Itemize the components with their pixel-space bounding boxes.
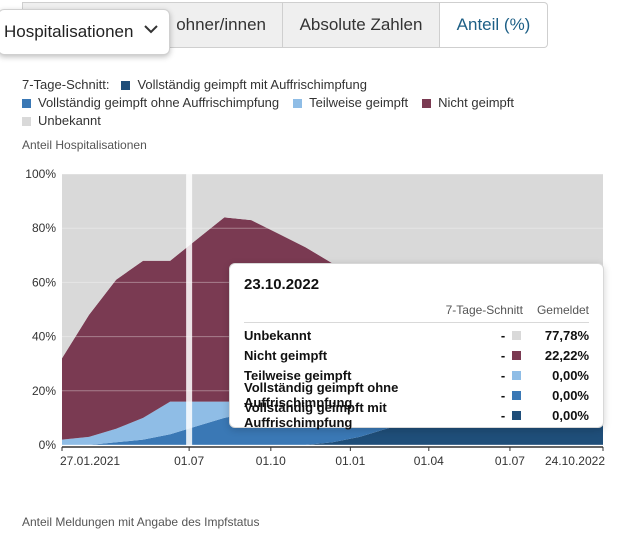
tooltip-row-avg: - xyxy=(500,327,506,343)
tooltip-date: 23.10.2022 xyxy=(244,276,320,293)
tooltip-col-avg: 7-Tage-Schnitt xyxy=(445,303,523,317)
tooltip-row-avg: - xyxy=(500,367,506,383)
y-tick-label: 40% xyxy=(32,330,56,344)
legend-item-unvaccinated[interactable]: Nicht geimpft xyxy=(422,94,514,112)
area-series-1 xyxy=(62,396,603,445)
toggle-absolute-label: Absolute Zahlen xyxy=(299,15,423,34)
y-tick-label: 0% xyxy=(39,438,57,452)
tooltip-col-reported: Gemeldet xyxy=(536,303,589,317)
area-series-4 xyxy=(62,174,603,359)
tooltip-row: Unbekannt - 77,78% xyxy=(244,325,589,345)
x-tick-label: 01.04 xyxy=(414,454,444,468)
toggle-absolute[interactable]: Absolute Zahlen xyxy=(283,2,440,48)
legend-item-unknown[interactable]: Unbekannt xyxy=(22,112,101,130)
tooltip-row-avg: - xyxy=(500,407,506,423)
chart-legend: 7-Tage-Schnitt: Vollständig geimpft mit … xyxy=(22,76,622,130)
legend-swatch xyxy=(293,98,303,108)
y-tick-label: 100% xyxy=(25,167,56,181)
tooltip-row-value: 0,00% xyxy=(552,407,589,423)
tooltip-row-value: 77,78% xyxy=(544,327,589,343)
tooltip-row-swatch xyxy=(512,350,521,360)
tooltip-row-label: Vollständig geimpft ohne Auffrischimpfun… xyxy=(244,380,399,410)
toggle-share-label: Anteil (%) xyxy=(456,15,531,34)
tooltip-row-label: Vollständig geimpft mit Auffrischimpfung xyxy=(244,400,387,430)
x-tick-label: 01.07 xyxy=(174,454,204,468)
footer-note: Anteil Meldungen mit Angabe des Impfstat… xyxy=(22,515,260,529)
category-dropdown[interactable]: Hospitalisationen xyxy=(0,9,170,55)
tooltip-row: Nicht geimpft - 22,22% xyxy=(244,345,589,365)
legend-item-full[interactable]: Vollständig geimpft ohne Auffrischimpfun… xyxy=(22,94,279,112)
toggle-share[interactable]: Anteil (%) xyxy=(440,2,548,48)
tooltip-row: Vollständig geimpft mit Auffrischimpfung… xyxy=(244,400,589,430)
chart-subtitle: Anteil Hospitalisationen xyxy=(22,138,147,152)
chevron-down-icon xyxy=(144,25,158,34)
legend-swatch xyxy=(422,98,432,108)
legend-label: Nicht geimpft xyxy=(438,95,515,110)
tooltip-row-avg: - xyxy=(500,387,506,403)
tooltip-row-swatch xyxy=(512,370,521,380)
legend-swatch xyxy=(121,80,131,90)
legend-swatch xyxy=(22,116,31,126)
legend-label: Vollständig geimpft ohne Auffrischimpfun… xyxy=(38,95,280,110)
tooltip-row-swatch xyxy=(512,330,521,340)
x-tick-label: 27.01.2021 xyxy=(60,454,120,468)
tooltip-row-avg: - xyxy=(500,347,506,363)
tooltip-row-value: 0,00% xyxy=(552,387,589,403)
tooltip-row: Teilweise geimpft - 0,00% xyxy=(244,365,589,385)
toggle-per-resident-label: ohner/innen xyxy=(176,15,266,34)
tooltip-row-value: 0,00% xyxy=(552,367,589,383)
x-tick-label: 01.01 xyxy=(335,454,365,468)
legend-label: Unbekannt xyxy=(38,113,101,128)
category-dropdown-label: Hospitalisationen xyxy=(4,22,134,41)
tooltip-row-label: Nicht geimpft xyxy=(244,347,328,363)
tooltip-row-label: Unbekannt xyxy=(244,327,312,343)
legend-label: Vollständig geimpft mit Auffrischimpfung xyxy=(137,77,367,92)
tooltip-row-swatch xyxy=(512,390,521,400)
tooltip-row-swatch xyxy=(512,410,521,420)
y-tick-label: 60% xyxy=(32,275,56,289)
legend-swatch xyxy=(22,98,31,108)
legend-item-partial[interactable]: Teilweise geimpft xyxy=(293,94,408,112)
legend-prefix: 7-Tage-Schnitt: xyxy=(22,77,110,92)
y-tick-label: 20% xyxy=(32,384,56,398)
x-tick-label: 01.10 xyxy=(256,454,286,468)
x-tick-label: 01.07 xyxy=(495,454,525,468)
tooltip-row-label: Teilweise geimpft xyxy=(244,367,352,383)
legend-item-booster[interactable]: Vollständig geimpft mit Auffrischimpfung xyxy=(121,76,367,94)
highlight-band xyxy=(186,174,193,445)
tooltip-header: 7-Tage-Schnitt Gemeldet xyxy=(244,303,589,323)
x-tick-label: 24.10.2022 xyxy=(545,454,605,468)
chart-tooltip: 23.10.2022 7-Tage-Schnitt Gemeldet Unbek… xyxy=(229,263,604,430)
tooltip-row: Vollständig geimpft ohne Auffrischimpfun… xyxy=(244,380,589,410)
tooltip-row-value: 22,22% xyxy=(544,347,589,363)
legend-label: Teilweise geimpft xyxy=(309,95,409,110)
y-tick-label: 80% xyxy=(32,221,56,235)
